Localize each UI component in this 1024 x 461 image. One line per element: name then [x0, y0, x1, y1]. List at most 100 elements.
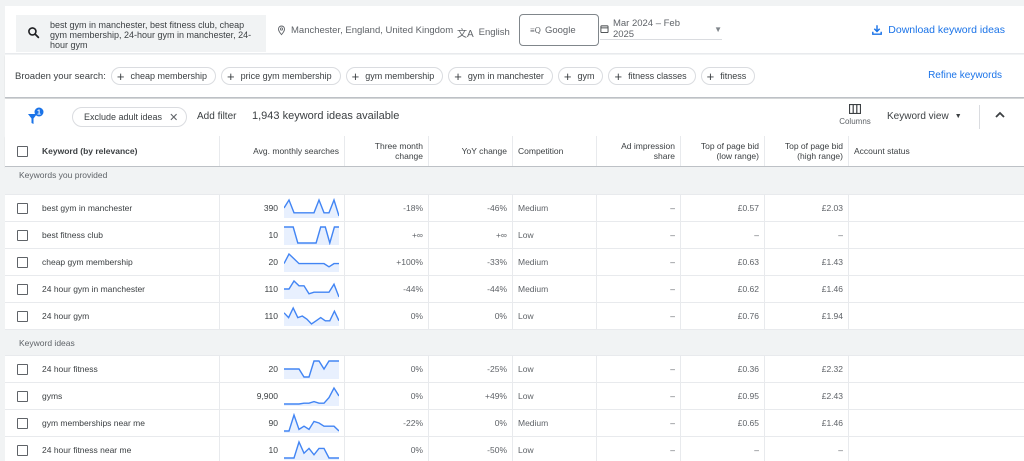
avg-searches-cell: 10	[220, 222, 345, 248]
bid-high-cell: –	[765, 222, 849, 248]
trend-sparkline	[284, 252, 339, 272]
table-row[interactable]: 24 hour fitness 20 0% -25% Low – £0.36 £…	[5, 356, 1024, 383]
keyword-text: 24 hour fitness	[42, 364, 98, 374]
row-checkbox[interactable]	[17, 229, 28, 241]
plus-icon: +	[454, 68, 462, 84]
trend-sparkline	[284, 198, 339, 218]
broaden-chip[interactable]: + gym in manchester	[448, 67, 553, 85]
avg-searches-cell: 90	[220, 410, 345, 436]
row-checkbox[interactable]	[17, 310, 28, 322]
ad-impression-share-cell: –	[597, 222, 681, 248]
three-month-change-cell: 0%	[345, 356, 429, 382]
keyword-text: cheap gym membership	[42, 257, 133, 267]
broaden-chip[interactable]: + cheap membership	[110, 67, 216, 85]
yoy-change-cell: +49%	[429, 383, 513, 409]
broaden-chip[interactable]: + price gym membership	[220, 67, 341, 85]
trend-sparkline	[284, 440, 339, 460]
yoy-change-cell: 0%	[429, 410, 513, 436]
table-row[interactable]: 24 hour gym in manchester 110 -44% -44% …	[5, 276, 1024, 303]
keyword-text: gyms	[42, 391, 63, 401]
chip-label: gym in manchester	[467, 71, 544, 81]
account-status-cell	[849, 437, 1024, 461]
exclude-adult-ideas-chip[interactable]: Exclude adult ideas ✕	[72, 107, 188, 127]
keyword-cell: 24 hour gym	[5, 303, 220, 329]
row-checkbox[interactable]	[17, 283, 28, 295]
filter-button[interactable]: 1	[27, 107, 45, 127]
keyword-search-field[interactable]: best gym in manchester, best fitness clu…	[16, 15, 266, 52]
table-row[interactable]: gyms 9,900 0% +49% Low – £0.95 £2.43	[5, 383, 1024, 410]
language-label: English	[478, 27, 510, 38]
search-network-selector[interactable]: ≡𝖰 Google	[519, 14, 599, 46]
broaden-chip[interactable]: + fitness	[700, 67, 756, 85]
account-status-cell	[849, 303, 1024, 329]
header-bid-high[interactable]: Top of page bid (high range)	[765, 136, 849, 166]
keyword-view-dropdown[interactable]: Keyword view ▼	[887, 111, 962, 122]
bid-low-cell: £0.63	[681, 249, 765, 275]
broaden-search-bar: Broaden your search: + cheap membership +…	[5, 55, 1024, 98]
broaden-chip[interactable]: + gym	[557, 67, 604, 85]
table-row[interactable]: 24 hour gym 110 0% 0% Low – £0.76 £1.94	[5, 303, 1024, 330]
filter-icon: 1	[28, 107, 44, 124]
broaden-chip[interactable]: + gym membership	[345, 67, 444, 85]
keyword-text: 24 hour gym	[42, 311, 90, 321]
header-avg-monthly-searches[interactable]: Avg. monthly searches	[220, 136, 345, 166]
trend-sparkline	[284, 226, 339, 245]
columns-label: Columns	[839, 117, 871, 126]
chip-label: gym	[577, 71, 595, 81]
table-row[interactable]: best gym in manchester 390 -18% -46% Med…	[5, 195, 1024, 222]
competition-cell: Medium	[513, 195, 597, 221]
header-yoy-change[interactable]: YoY change	[429, 136, 513, 166]
row-checkbox[interactable]	[17, 256, 28, 268]
search-keywords-text[interactable]: best gym in manchester, best fitness clu…	[50, 19, 252, 50]
bid-high-cell: £2.43	[765, 383, 849, 409]
header-three-month-change[interactable]: Three month change	[345, 136, 429, 166]
three-month-change-cell: 0%	[345, 303, 429, 329]
row-checkbox[interactable]	[17, 202, 28, 214]
bid-high-cell: £1.46	[765, 276, 849, 302]
yoy-change-cell: -25%	[429, 356, 513, 382]
table-body: Keywords you provided best gym in manche…	[5, 167, 1024, 461]
search-icon	[16, 26, 42, 42]
row-checkbox[interactable]	[17, 390, 28, 402]
broaden-chip[interactable]: + fitness classes	[608, 67, 696, 85]
chip-label: fitness classes	[628, 71, 687, 81]
row-checkbox[interactable]	[17, 417, 28, 429]
avg-searches-value: 10	[268, 230, 278, 240]
table-row[interactable]: 24 hour fitness near me 10 0% -50% Low –…	[5, 437, 1024, 461]
row-checkbox[interactable]	[17, 363, 28, 375]
header-competition[interactable]: Competition	[513, 136, 597, 166]
download-keyword-ideas-button[interactable]: Download keyword ideas	[871, 24, 1005, 36]
refine-keywords-button[interactable]: Refine keywords	[928, 70, 1002, 81]
language-selector[interactable]: 文A English	[457, 25, 510, 40]
account-status-cell	[849, 356, 1024, 382]
header-bid-low[interactable]: Top of page bid (low range)	[681, 136, 765, 166]
bid-low-cell: £0.62	[681, 276, 765, 302]
columns-button[interactable]: Columns	[835, 104, 875, 126]
yoy-change-cell: 0%	[429, 303, 513, 329]
row-checkbox[interactable]	[17, 444, 28, 456]
location-selector[interactable]: Manchester, England, United Kingdom	[277, 25, 453, 36]
date-range-selector[interactable]: Mar 2024 – Feb 2025 ▼	[600, 18, 722, 40]
planner-top-bar: best gym in manchester, best fitness clu…	[5, 6, 1024, 54]
header-label: Keyword (by relevance)	[42, 146, 138, 156]
table-row[interactable]: cheap gym membership 20 +100% -33% Mediu…	[5, 249, 1024, 276]
table-row[interactable]: best fitness club 10 +∞ +∞ Low – – –	[5, 222, 1024, 249]
add-filter-button[interactable]: Add filter	[197, 111, 237, 122]
table-row[interactable]: gym memberships near me 90 -22% 0% Mediu…	[5, 410, 1024, 437]
plus-icon: +	[563, 68, 572, 84]
header-keyword[interactable]: Keyword (by relevance)	[5, 136, 220, 166]
download-icon	[872, 25, 883, 35]
bid-high-cell: £2.32	[765, 356, 849, 382]
keyword-cell: best gym in manchester	[5, 195, 220, 221]
trend-sparkline	[284, 413, 339, 433]
close-icon[interactable]: ✕	[169, 111, 179, 124]
bid-high-cell: £1.94	[765, 303, 849, 329]
collapse-button[interactable]	[995, 109, 1005, 121]
select-all-checkbox[interactable]	[17, 145, 28, 157]
header-account-status[interactable]: Account status	[854, 146, 910, 156]
competition-cell: Low	[513, 383, 597, 409]
broaden-label: Broaden your search:	[15, 70, 106, 82]
header-ad-impression-share[interactable]: Ad impression share	[597, 136, 681, 166]
chip-label: cheap membership	[130, 71, 207, 81]
ad-impression-share-cell: –	[597, 383, 681, 409]
